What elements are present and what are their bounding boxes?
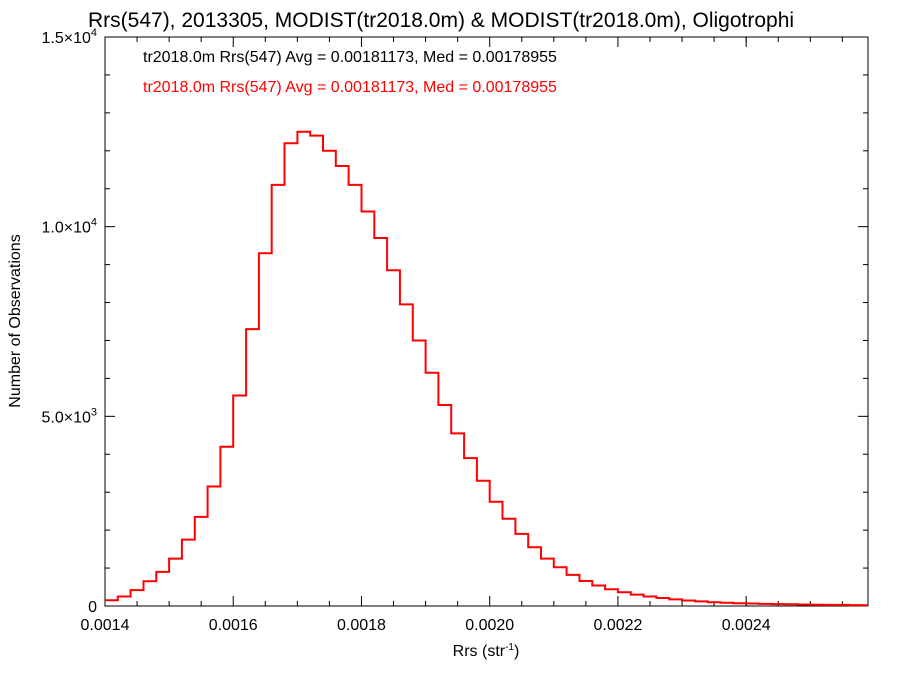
y-tick-label-mantissa: 0: [88, 599, 97, 616]
y-tick-label: 1.5×104: [41, 27, 97, 47]
x-axis-label-end: ): [514, 643, 519, 660]
x-axis-label: Rrs (str-1): [453, 642, 520, 660]
annotation-black: tr2018.0m Rrs(547) Avg = 0.00181173, Med…: [143, 49, 557, 66]
series-layer: [105, 130, 868, 607]
x-tick-label: 0.0016: [209, 617, 258, 634]
y-tick-label-exponent: 3: [91, 406, 97, 418]
y-tick-label: 0: [88, 599, 97, 616]
y-axis-label: Number of Observations: [7, 234, 24, 407]
x-tick-label: 0.0022: [593, 617, 642, 634]
series-line: [105, 130, 868, 607]
x-tick-label: 0.0014: [81, 617, 130, 634]
x-tick-label: 0.0020: [465, 617, 514, 634]
annotation-red: tr2018.0m Rrs(547) Avg = 0.00181173, Med…: [143, 79, 557, 96]
y-tick-label-mantissa: 5.0×10: [41, 409, 90, 426]
x-axis-label-superscript: -1: [505, 642, 514, 653]
plot-frame: [104, 36, 869, 607]
x-axis-label-main: Rrs (str: [453, 643, 506, 660]
y-tick-label-mantissa: 1.5×10: [41, 30, 90, 47]
y-tick-label: 1.0×104: [41, 217, 97, 237]
y-tick-label: 5.0×103: [41, 406, 97, 426]
y-tick-label-mantissa: 1.0×10: [41, 220, 90, 237]
x-tick-label: 0.0024: [722, 617, 771, 634]
x-axis: 0.0014 0.0016 0.0018 0.0020 0.0022 0.0024: [81, 37, 843, 634]
y-tick-label-exponent: 4: [91, 217, 97, 229]
y-tick-label-exponent: 4: [91, 27, 97, 39]
x-tick-label: 0.0018: [337, 617, 386, 634]
chart-title: Rrs(547), 2013305, MODIST(tr2018.0m) & M…: [88, 9, 794, 32]
